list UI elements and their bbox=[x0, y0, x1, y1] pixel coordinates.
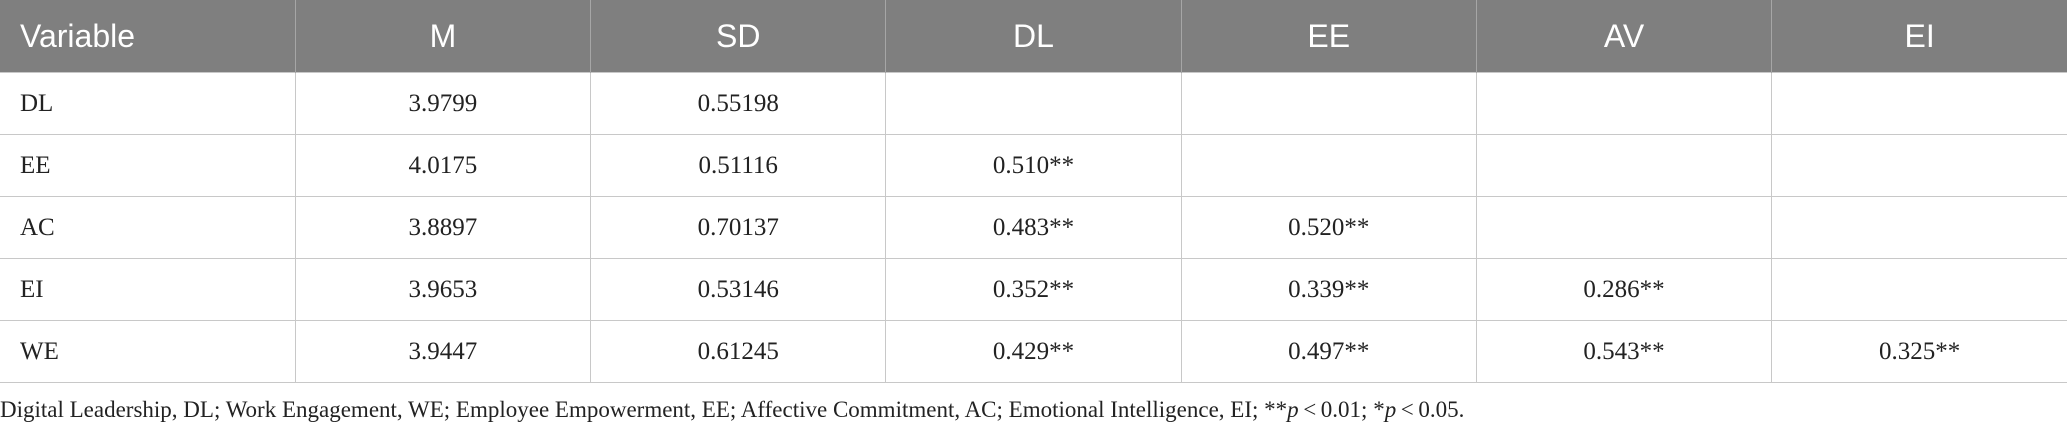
table-row: AC 3.8897 0.70137 0.483** 0.520** bbox=[0, 196, 2067, 259]
footnote-text: < 0.05. bbox=[1396, 397, 1465, 422]
table-cell: 3.8897 bbox=[294, 196, 592, 259]
table-cell: 0.70137 bbox=[590, 196, 887, 259]
empty-cell bbox=[1771, 134, 2067, 197]
empty-cell bbox=[1771, 72, 2067, 135]
table-row: EI 3.9653 0.53146 0.352** 0.339** 0.286** bbox=[0, 258, 2067, 321]
table-cell: 3.9799 bbox=[294, 72, 592, 135]
table-cell: 3.9447 bbox=[294, 320, 592, 383]
table-cell: DL bbox=[0, 72, 296, 135]
table-cell: 0.339** bbox=[1180, 258, 1477, 321]
table-cell: EE bbox=[0, 134, 296, 197]
header-row: Variable M SD DL EE AV EI bbox=[0, 0, 2067, 73]
empty-cell bbox=[1475, 196, 1773, 259]
table-cell: 0.61245 bbox=[590, 320, 887, 383]
empty-cell bbox=[885, 72, 1182, 135]
empty-cell bbox=[1475, 72, 1773, 135]
table-cell: WE bbox=[0, 320, 296, 383]
footnote-text: p bbox=[1384, 397, 1397, 422]
empty-cell bbox=[1180, 72, 1477, 135]
table-cell: 0.286** bbox=[1475, 258, 1773, 321]
table-cell: 0.543** bbox=[1475, 320, 1773, 383]
table-cell: 0.510** bbox=[885, 134, 1182, 197]
empty-cell bbox=[1771, 258, 2067, 321]
header-cell: AV bbox=[1475, 0, 1772, 73]
empty-cell bbox=[1180, 134, 1477, 197]
footnote-text: p bbox=[1287, 397, 1299, 422]
table-cell: 0.325** bbox=[1771, 320, 2067, 383]
header-cell: EI bbox=[1771, 0, 2067, 73]
table-cell: 0.352** bbox=[885, 258, 1182, 321]
table-cell: 3.9653 bbox=[294, 258, 592, 321]
table-cell: 0.497** bbox=[1180, 320, 1477, 383]
table-cell: 0.483** bbox=[885, 196, 1182, 259]
data-table: Variable M SD DL EE AV EI DL 3.9799 0.55198 EE 4.0… bbox=[0, 0, 2067, 383]
table-row: WE 3.9447 0.61245 0.429** 0.497** 0.543** 0.32… bbox=[0, 320, 2067, 383]
header-cell: Variable bbox=[0, 0, 296, 73]
footnote-text: < 0.01; * bbox=[1298, 397, 1385, 422]
table-cell: 4.0175 bbox=[294, 134, 592, 197]
header-cell: DL bbox=[885, 0, 1182, 73]
table-cell: AC bbox=[0, 196, 296, 259]
table-cell: 0.55198 bbox=[590, 72, 887, 135]
header-cell: SD bbox=[590, 0, 886, 73]
table-row: DL 3.9799 0.55198 bbox=[0, 72, 2067, 135]
footnote: Digital Leadership, DL; Work Engagement,… bbox=[0, 397, 1464, 423]
table-cell: 0.53146 bbox=[590, 258, 887, 321]
table-cell: 0.51116 bbox=[590, 134, 887, 197]
empty-cell bbox=[1475, 134, 1773, 197]
table-cell: 0.429** bbox=[885, 320, 1182, 383]
table-row: EE 4.0175 0.51116 0.510** bbox=[0, 134, 2067, 197]
empty-cell bbox=[1771, 196, 2067, 259]
header-cell: M bbox=[294, 0, 591, 73]
table-cell: EI bbox=[0, 258, 296, 321]
table-cell: 0.520** bbox=[1180, 196, 1477, 259]
footnote-text: Digital Leadership, DL; Work Engagement,… bbox=[0, 397, 1288, 422]
header-cell: EE bbox=[1180, 0, 1477, 73]
